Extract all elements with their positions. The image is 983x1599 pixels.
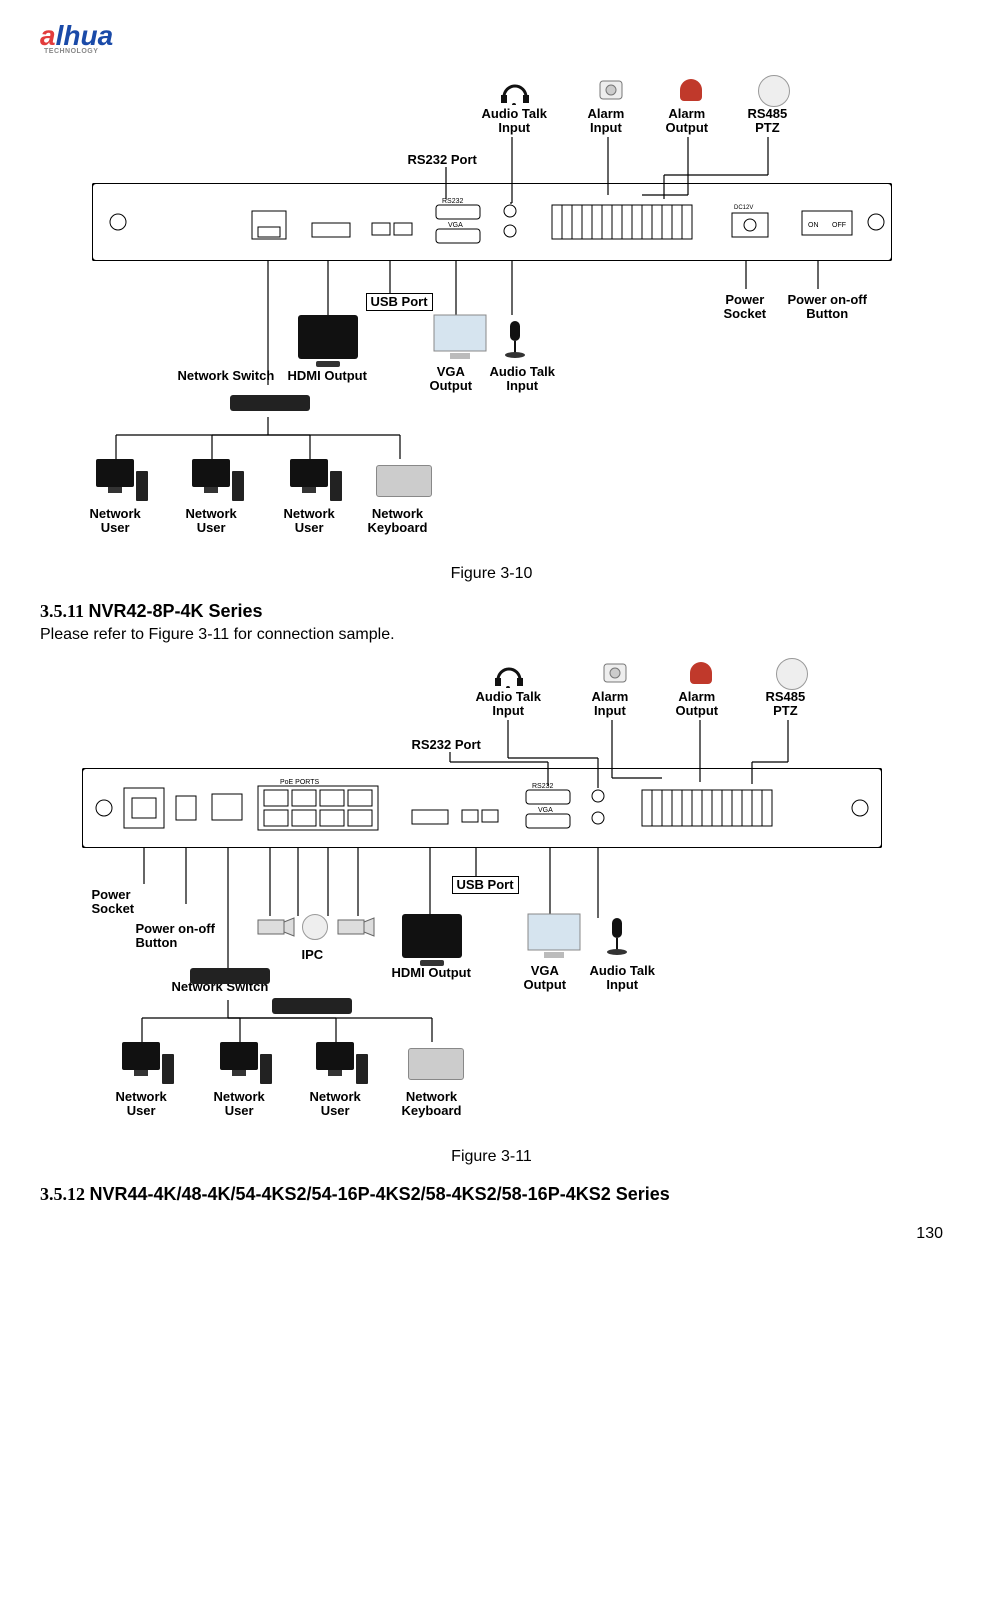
label-audio-talk-input-mid: Audio TalkInput [490, 365, 555, 394]
section-3-5-12-heading: 3.5.12 NVR44-4K/48-4K/54-4KS2/54-16P-4KS… [40, 1184, 943, 1205]
label-net-kbd: NetworkKeyboard [368, 507, 428, 536]
label-net-user1: NetworkUser [90, 507, 141, 536]
label-net-user1: NetworkUser [116, 1090, 167, 1119]
label-ipc: IPC [302, 948, 324, 962]
label-usb-port: USB Port [366, 293, 433, 311]
figure-3-10: Audio TalkInput AlarmInput AlarmOutput R… [52, 75, 932, 555]
label-rs232-port: RS232 Port [412, 738, 481, 752]
pc-icon [96, 459, 134, 503]
logo-a: a [40, 20, 56, 51]
svg-text:VGA: VGA [448, 222, 463, 229]
section-number: 3.5.12 [40, 1184, 85, 1204]
logo-subtitle: TECHNOLOGY [44, 48, 943, 55]
pc-icon [192, 459, 230, 503]
sensor-icon [600, 660, 630, 686]
microphone-icon [500, 319, 530, 359]
label-power-socket: PowerSocket [92, 888, 135, 917]
label-vga-output: VGAOutput [524, 964, 567, 993]
label-audio-talk-input-top: Audio TalkInput [482, 107, 547, 136]
keyboard-icon [408, 1048, 464, 1080]
label-hdmi-output: HDMI Output [288, 369, 367, 383]
pc-icon [220, 1042, 258, 1086]
label-net-user2: NetworkUser [214, 1090, 265, 1119]
connector-lines [52, 658, 932, 1138]
pc-icon [290, 459, 328, 503]
section-title: NVR42-8P-4K Series [88, 601, 262, 621]
headset-icon [492, 658, 526, 688]
section-number: 3.5.11 [40, 601, 84, 621]
label-net-kbd: NetworkKeyboard [402, 1090, 462, 1119]
label-alarm-output: AlarmOutput [666, 107, 709, 136]
siren-icon [690, 662, 712, 684]
label-alarm-output: AlarmOutput [676, 690, 719, 719]
label-rs485-ptz: RS485PTZ [748, 107, 788, 136]
svg-text:VGA: VGA [538, 807, 553, 814]
label-vga-output: VGAOutput [430, 365, 473, 394]
figure-3-10-caption: Figure 3-10 [40, 565, 943, 583]
logo-lhua: lhua [56, 20, 114, 51]
label-power-button: Power on-offButton [136, 922, 215, 951]
switch-icon [272, 998, 352, 1014]
pc-icon [316, 1042, 354, 1086]
section-body: Please refer to Figure 3-11 for connecti… [40, 626, 943, 644]
pc-icon [122, 1042, 160, 1086]
ptz-camera-icon [758, 75, 790, 107]
label-rs232-port: RS232 Port [408, 153, 477, 167]
label-audio-talk-input-mid: Audio TalkInput [590, 964, 655, 993]
svg-text:RS232: RS232 [442, 198, 464, 205]
camera-icon [336, 914, 376, 944]
label-power-button: Power on-offButton [788, 293, 867, 322]
label-power-socket: PowerSocket [724, 293, 767, 322]
label-hdmi-output: HDMI Output [392, 966, 471, 980]
switch-icon [230, 395, 310, 411]
figure-3-11: Audio TalkInput AlarmInput AlarmOutput R… [52, 658, 932, 1138]
monitor-vga-icon [432, 313, 488, 361]
label-network-switch: Network Switch [178, 369, 275, 383]
switch-icon [190, 968, 270, 984]
dome-camera-icon [302, 914, 328, 940]
siren-icon [680, 79, 702, 101]
monitor-icon [402, 914, 462, 958]
label-usb-port: USB Port [452, 876, 519, 894]
logo: alhua TECHNOLOGY [40, 20, 943, 55]
page-number: 130 [40, 1225, 943, 1243]
svg-text:RS232: RS232 [532, 783, 554, 790]
section-3-5-11-heading: 3.5.11 NVR42-8P-4K Series [40, 601, 943, 622]
label-audio-talk-input-top: Audio TalkInput [476, 690, 541, 719]
label-net-user3: NetworkUser [310, 1090, 361, 1119]
svg-text:ON: ON [808, 222, 819, 229]
keyboard-icon [376, 465, 432, 497]
headset-icon [498, 75, 532, 105]
camera-icon [256, 914, 296, 944]
svg-text:PoE PORTS: PoE PORTS [280, 779, 319, 786]
svg-text:DC12V: DC12V [734, 205, 753, 211]
label-alarm-input: AlarmInput [588, 107, 625, 136]
microphone-icon [602, 916, 632, 956]
figure-3-11-caption: Figure 3-11 [40, 1148, 943, 1166]
monitor-vga-icon [526, 912, 582, 960]
label-rs485-ptz: RS485PTZ [766, 690, 806, 719]
label-net-user3: NetworkUser [284, 507, 335, 536]
sensor-icon [596, 77, 626, 103]
ptz-camera-icon [776, 658, 808, 690]
monitor-icon [298, 315, 358, 359]
nvr-back-panel-poe: PoE PORTS RS232 VGA [82, 768, 882, 848]
label-net-user2: NetworkUser [186, 507, 237, 536]
label-alarm-input: AlarmInput [592, 690, 629, 719]
section-title: NVR44-4K/48-4K/54-4KS2/54-16P-4KS2/58-4K… [89, 1184, 669, 1204]
nvr-back-panel: RS232 VGA DC12V ON OFF [92, 183, 892, 261]
svg-text:OFF: OFF [832, 222, 846, 229]
